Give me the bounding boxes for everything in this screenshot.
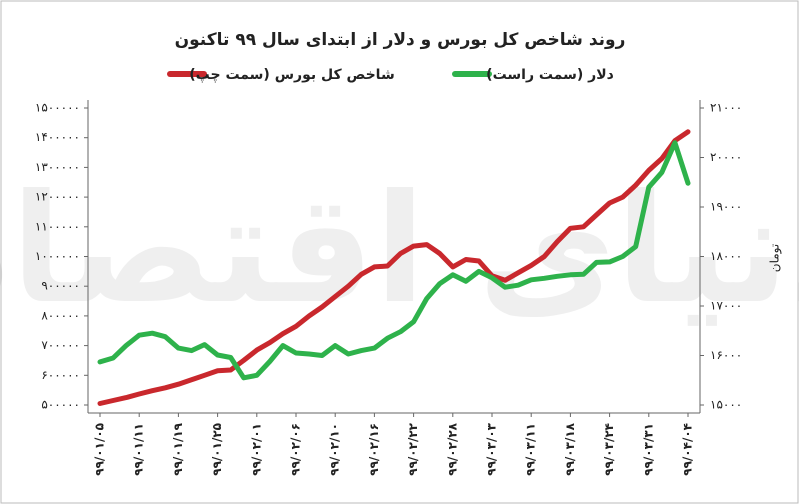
y2-tick-label: ۲۰۰۰۰ [710, 150, 742, 164]
y2-tick-label: ۲۱۰۰۰ [710, 101, 742, 115]
chart-title: روند شاخص کل بورس و دلار از ابتدای سال ۹… [175, 30, 626, 50]
x-tick-label: ۹۹/۰۲/۱۶ [367, 423, 381, 476]
x-tick-label: ۹۹/۰۳/۰۳ [485, 422, 499, 475]
x-tick-label: ۹۹/۰۱/۱۹ [171, 422, 185, 475]
y-tick-label: ۱۴۰۰۰۰۰ [35, 130, 80, 144]
x-tick-label: ۹۹/۰۱/۰۵ [93, 423, 107, 476]
y-tick-label: ۶۰۰۰۰۰ [41, 368, 80, 382]
x-tick-label: ۹۹/۰۲/۲۸ [445, 422, 459, 475]
x-tick-label: ۹۹/۰۴/۰۴ [681, 423, 695, 476]
y-tick-label: ۱۱۰۰۰۰۰ [35, 219, 80, 233]
y-tick-label: ۵۰۰۰۰۰ [41, 398, 80, 412]
y2-tick-label: ۱۶۰۰۰ [710, 348, 742, 362]
x-tick-label: ۹۹/۰۲/۱۰ [328, 423, 342, 476]
watermark: دنیای اقتصاد [0, 163, 799, 337]
x-tick-label: ۹۹/۰۳/۱۱ [524, 423, 538, 476]
x-tick-label: ۹۹/۰۲/۰۱ [249, 423, 263, 476]
y2-tick-label: ۱۷۰۰۰ [710, 299, 742, 313]
series-line [97, 140, 691, 381]
y-tick-label: ۹۰۰۰۰۰ [41, 279, 80, 293]
y2-tick-label: ۱۹۰۰۰ [710, 200, 742, 214]
x-tick-label: ۹۹/۰۳/۳۱ [641, 423, 655, 476]
y-tick-label: ۱۵۰۰۰۰۰ [35, 101, 80, 115]
y2-tick-label: ۱۸۰۰۰ [710, 249, 742, 263]
legend-label: دلار (سمت راست) [486, 67, 614, 83]
y-tick-label: ۸۰۰۰۰۰ [41, 308, 80, 322]
y-tick-label: ۱۲۰۰۰۰۰ [35, 190, 80, 204]
y-tick-label: ۱۰۰۰۰۰۰ [35, 249, 80, 263]
y-tick-label: ۷۰۰۰۰۰ [41, 338, 80, 352]
x-tick-label: ۹۹/۰۱/۲۵ [210, 423, 224, 476]
legend-label: شاخص کل بورس (سمت چپ) [189, 67, 394, 83]
series-line [97, 129, 691, 406]
y2-tick-label: ۱۵۰۰۰ [710, 398, 742, 412]
y2-axis-label: تومان [768, 244, 783, 272]
x-tick-label: ۹۹/۰۲/۰۶ [289, 423, 303, 476]
x-tick-label: ۹۹/۰۲/۲۲ [406, 422, 420, 475]
x-tick-label: ۹۹/۰۱/۱۱ [132, 423, 146, 476]
y-tick-label: ۱۳۰۰۰۰۰ [35, 160, 80, 174]
x-tick-label: ۹۹/۰۳/۱۸ [563, 422, 577, 475]
x-tick-label: ۹۹/۰۳/۲۴ [602, 423, 616, 476]
